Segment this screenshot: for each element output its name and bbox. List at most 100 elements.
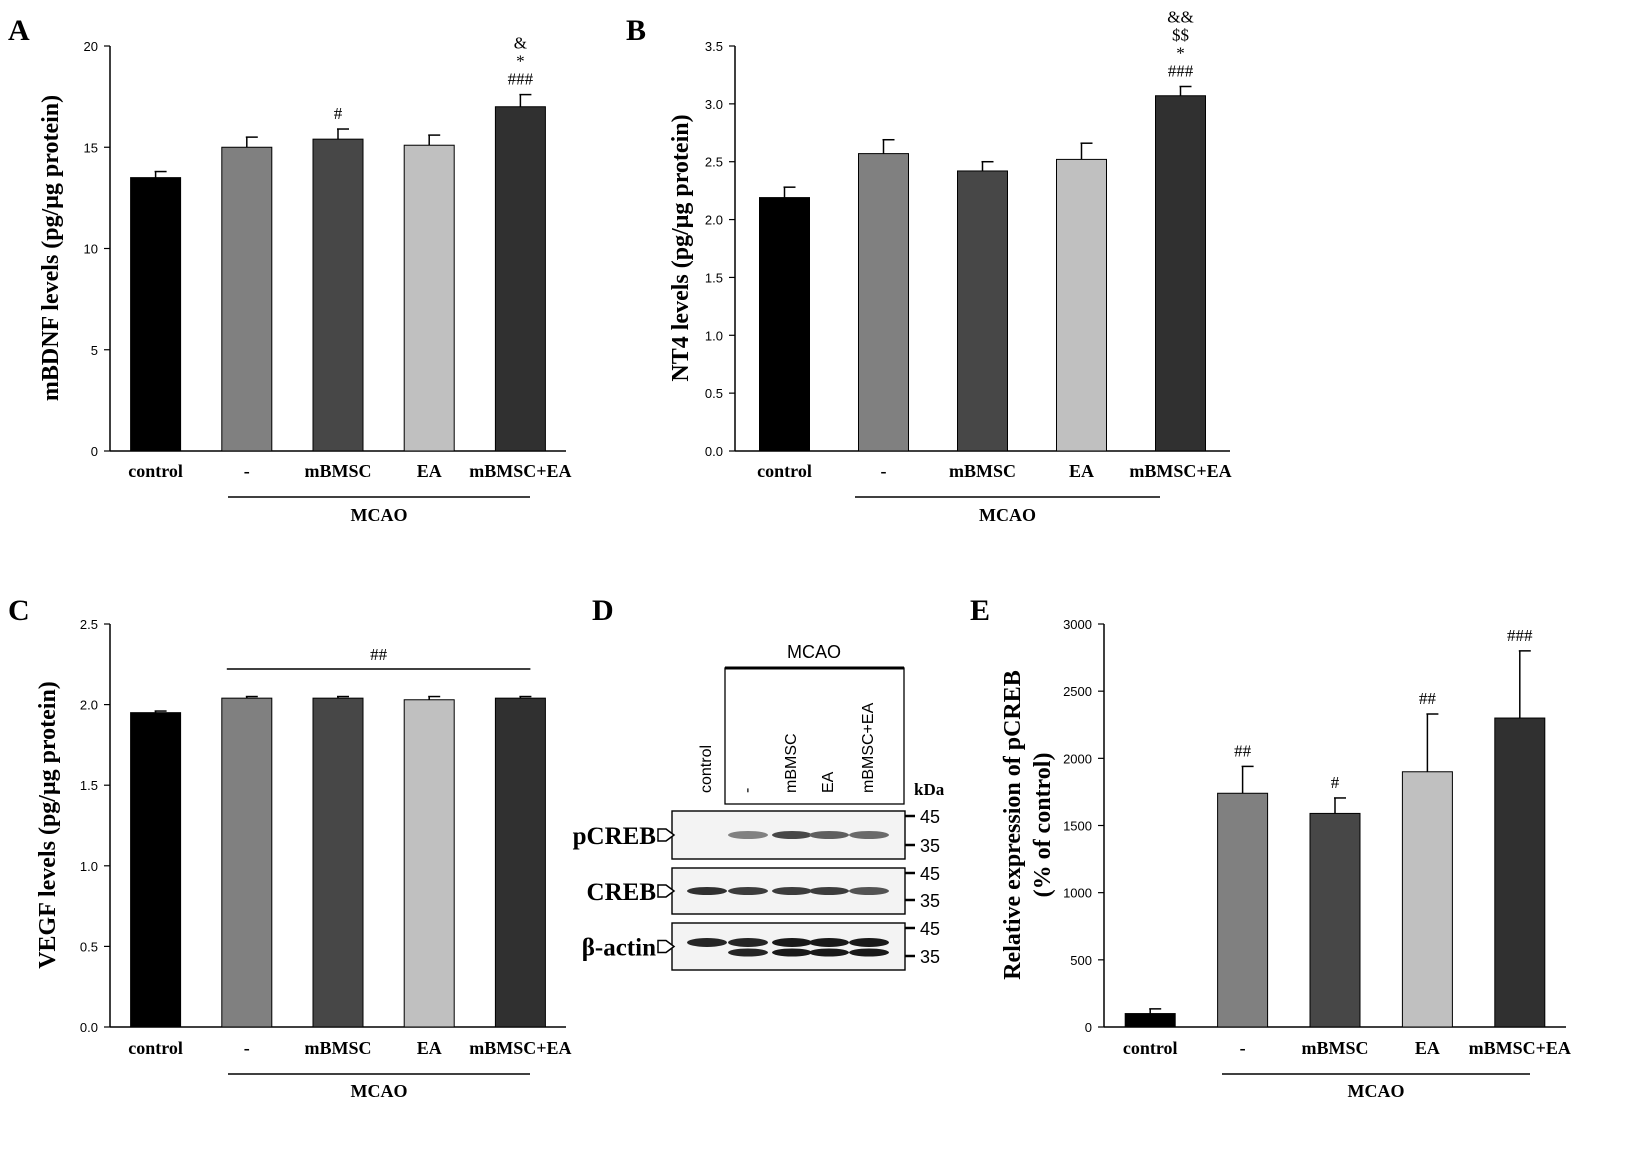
group-box xyxy=(724,667,905,805)
y-axis-label-line: NT4 levels (pg/μg protein) xyxy=(668,114,694,381)
bar xyxy=(1309,812,1361,1028)
x-tick-label: control xyxy=(757,461,812,481)
lane-label: - xyxy=(739,788,756,793)
y-tick-label: 1.0 xyxy=(705,328,723,343)
bar xyxy=(957,170,1008,452)
lane-label: control xyxy=(698,745,715,793)
x-tick-label: EA xyxy=(1415,1038,1440,1058)
protein-band xyxy=(809,887,849,895)
blot-strip-2: CREB 45 35 xyxy=(587,864,940,915)
blot-strip-1: pCREB 45 35 xyxy=(573,807,940,860)
bar xyxy=(1155,95,1206,452)
bar xyxy=(858,153,909,452)
y-axis-label: mBDNF levels (pg/μg protein) xyxy=(38,95,64,401)
bar xyxy=(1124,1013,1176,1028)
bar xyxy=(403,144,455,452)
bar xyxy=(312,697,364,1028)
bar xyxy=(759,197,810,452)
protein-band xyxy=(687,938,727,947)
y-tick-label: 500 xyxy=(1070,953,1092,968)
y-tick-label: 0 xyxy=(91,444,98,459)
protein-band xyxy=(728,887,768,895)
y-tick-label: 1000 xyxy=(1063,886,1092,901)
marker-label: 35 xyxy=(920,891,940,911)
chart-panel-e: E 0 500 1000 1500 2000 2500 3000 Relative expres… xyxy=(970,594,1571,1101)
bar xyxy=(1494,717,1546,1028)
y-tick-label: 1.5 xyxy=(705,270,723,285)
bar xyxy=(494,106,546,452)
protein-band xyxy=(849,831,889,839)
band-arrow-icon xyxy=(657,884,676,898)
bar xyxy=(130,177,182,452)
lane-label: mBMSC+EA xyxy=(860,702,877,793)
y-tick-label: 0.5 xyxy=(80,939,98,954)
y-tick-label: 10 xyxy=(84,242,98,257)
bar xyxy=(221,146,273,452)
y-tick-label: 1.5 xyxy=(80,778,98,793)
y-tick-label: 3000 xyxy=(1063,617,1092,632)
x-tick-label: mBMSC+EA xyxy=(1469,1038,1571,1058)
marker-label: 45 xyxy=(920,919,940,939)
x-tick-label: mBMSC xyxy=(305,461,372,481)
chart-panel-c: C 0.0 0.5 1.0 1.5 2.0 2.5 VEGF levels (pg/μg pr… xyxy=(8,594,572,1101)
bar xyxy=(130,712,182,1028)
x-tick-label: - xyxy=(1240,1038,1246,1058)
band-label: CREB xyxy=(587,879,656,906)
x-tick-label: control xyxy=(1123,1038,1178,1058)
band-label: pCREB xyxy=(573,823,656,850)
significance-mark: * xyxy=(1176,44,1185,63)
y-tick-label: 1500 xyxy=(1063,819,1092,834)
y-tick-label: 15 xyxy=(84,140,98,155)
protein-band xyxy=(809,938,849,947)
protein-band xyxy=(849,887,889,895)
protein-band xyxy=(809,948,849,957)
y-axis-label: Relative expression of pCREB (% of contro… xyxy=(1000,670,1056,980)
y-axis-label: NT4 levels (pg/μg protein) xyxy=(668,114,694,381)
panel-letter: A xyxy=(8,14,30,47)
chart-panel-b: B 0.0 0.5 1.0 1.5 2.0 2.5 3.0 3.5 NT4 levels (pg/… xyxy=(626,8,1232,526)
marker-label: 45 xyxy=(920,807,940,827)
significance-mark: ## xyxy=(1419,689,1437,708)
y-axis-label-line: (% of control) xyxy=(1030,753,1056,898)
significance-mark: ## xyxy=(370,645,388,664)
y-tick-label: 20 xyxy=(84,39,98,54)
group-label: MCAO xyxy=(979,505,1036,525)
chart-panel-a: A 0 5 10 15 20 mBDNF levels (pg/μg protein) con… xyxy=(8,14,572,525)
y-tick-label: 3.0 xyxy=(705,97,723,112)
bar xyxy=(1056,158,1107,452)
y-tick-label: 0.0 xyxy=(705,444,723,459)
protein-band xyxy=(728,938,768,947)
kda-label: kDa xyxy=(914,780,945,799)
band-arrow-icon xyxy=(657,828,676,842)
x-tick-label: mBMSC xyxy=(1302,1038,1369,1058)
panel-letter: B xyxy=(626,14,646,47)
y-tick-label: 0.0 xyxy=(80,1020,98,1035)
y-tick-label: 2.0 xyxy=(705,213,723,228)
bar xyxy=(312,138,364,452)
band-arrow-icon xyxy=(657,939,676,954)
x-tick-label: - xyxy=(244,1038,250,1058)
protein-band xyxy=(728,831,768,839)
y-tick-label: 0.5 xyxy=(705,386,723,401)
group-label: MCAO xyxy=(351,1081,408,1101)
y-tick-label: 2500 xyxy=(1063,684,1092,699)
x-tick-label: mBMSC xyxy=(949,461,1016,481)
x-tick-label: control xyxy=(128,1038,183,1058)
protein-band xyxy=(849,938,889,947)
x-tick-label: control xyxy=(128,461,183,481)
protein-band xyxy=(772,948,812,957)
lane-label: EA xyxy=(820,771,837,793)
panel-letter: C xyxy=(8,594,30,627)
y-tick-label: 0 xyxy=(1085,1020,1092,1035)
y-tick-label: 2000 xyxy=(1063,751,1092,766)
group-label: MCAO xyxy=(787,642,841,662)
x-tick-label: mBMSC+EA xyxy=(1129,461,1231,481)
significance-mark: ### xyxy=(1168,62,1194,81)
protein-band xyxy=(772,938,812,947)
significance-mark: ### xyxy=(508,70,534,89)
bar xyxy=(1217,792,1269,1028)
y-axis-label-line: VEGF levels (pg/μg protein) xyxy=(35,681,61,969)
marker-label: 35 xyxy=(920,836,940,856)
significance-mark: * xyxy=(516,52,525,71)
